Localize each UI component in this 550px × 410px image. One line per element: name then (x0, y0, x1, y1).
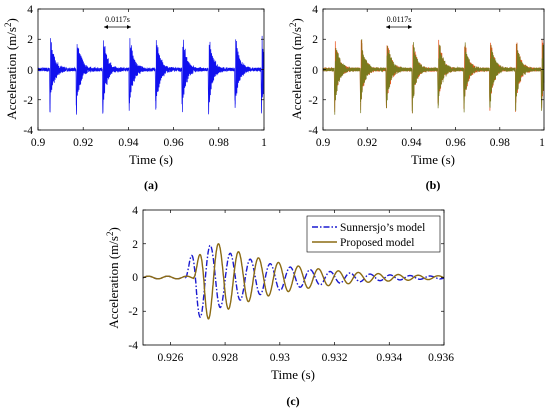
panel-a-xtick-label: 0.94 (118, 137, 138, 149)
panel-b-ytick-labels: 4 2 0 -2 -4 (308, 4, 318, 137)
panel-c-xtick-labels: 0.926 0.928 0.93 0.932 0.934 0.936 (157, 352, 454, 364)
panel-a-y-axis-label: Acceleration (m/s2) (3, 18, 19, 120)
panel-b-xtick-label: 0.96 (446, 137, 466, 149)
panel-a-period-label: 0.0117s (105, 15, 130, 24)
panel-c-xtick-label: 0.934 (376, 352, 402, 364)
legend-sunnersjo-label: Sunnersjo’s model (340, 222, 425, 234)
panel-a-plot (37, 35, 265, 115)
acceleration-series-line (322, 39, 545, 114)
panel-c-ytick-label: -4 (128, 340, 138, 352)
panel-c-xtick-label: 0.928 (212, 352, 238, 364)
panel-a: 4 2 0 -2 -4 0.9 0.92 0.94 0.96 0.98 1 Ti… (3, 4, 267, 192)
panel-c-ticks (143, 209, 445, 346)
panel-a-ytick-label: 2 (27, 34, 33, 46)
acceleration-series-line (37, 35, 265, 115)
panel-b-period-annotation: 0.0117s (386, 15, 412, 29)
panel-c: 4 2 0 -2 -4 0.926 0.928 0.93 0.932 0.934… (105, 205, 454, 408)
panel-b-ytick-label: 4 (312, 4, 318, 16)
panel-b-ytick-label: -4 (308, 125, 318, 137)
series-line-sunnersjo-s-model (142, 244, 445, 318)
panel-a-ytick-label: -2 (23, 95, 33, 107)
panel-a-ytick-label: -4 (23, 125, 33, 137)
panel-c-xtick-label: 0.926 (157, 352, 183, 364)
panel-a-ticks (37, 8, 265, 131)
panel-b-x-axis-label: Time (s) (411, 152, 455, 167)
panel-a-period-annotation: 0.0117s (104, 15, 131, 29)
panel-b-xtick-label: 0.9 (316, 137, 331, 149)
acceleration-series-line (322, 39, 545, 115)
panel-c-legend: Sunnersjo’s model Proposed model (306, 215, 441, 253)
panel-a-xtick-labels: 0.9 0.92 0.94 0.96 0.98 1 (31, 137, 267, 149)
panel-a-x-axis-label: Time (s) (129, 152, 173, 167)
panel-b-ytick-label: 2 (312, 34, 318, 46)
panel-c-xtick-label: 0.93 (270, 352, 290, 364)
panel-b-period-label: 0.0117s (387, 15, 412, 24)
panel-b: 4 2 0 -2 -4 0.9 0.92 0.94 0.96 0.98 1 Ti… (288, 4, 545, 192)
panel-b-label: (b) (426, 178, 441, 192)
panel-b-ytick-label: 0 (312, 65, 318, 77)
panel-b-xtick-label: 0.92 (357, 137, 377, 149)
panel-a-xtick-label: 1 (261, 137, 267, 149)
panel-b-xtick-label: 1 (539, 137, 545, 149)
panel-a-xtick-label: 0.98 (209, 137, 229, 149)
panel-c-ytick-label: 2 (132, 239, 138, 251)
legend-proposed-label: Proposed model (340, 237, 414, 249)
panel-b-xtick-label: 0.94 (401, 137, 421, 149)
panel-a-xtick-label: 0.9 (31, 137, 46, 149)
panel-a-xtick-label: 0.96 (164, 137, 184, 149)
panel-b-plot (322, 39, 545, 115)
panel-b-ytick-label: -2 (308, 95, 318, 107)
panel-a-ytick-labels: 4 2 0 -2 -4 (23, 4, 33, 137)
panel-c-ytick-label: -2 (128, 306, 138, 318)
series-line-proposed-model (142, 243, 445, 320)
panel-b-y-axis-label: Acceleration (m/s2) (288, 18, 304, 120)
legend-box (306, 215, 441, 253)
panel-c-y-axis-label: Acceleration (m/s2) (105, 227, 121, 329)
panel-b-ticks (322, 8, 545, 131)
panel-c-plot (142, 243, 445, 320)
panel-b-xtick-label: 0.98 (490, 137, 510, 149)
panel-a-ytick-label: 0 (27, 65, 33, 77)
panel-c-xtick-label: 0.936 (428, 352, 454, 364)
panel-a-label: (a) (144, 178, 158, 192)
panel-c-label: (c) (286, 394, 299, 408)
panel-c-x-axis-label: Time (s) (271, 367, 315, 382)
panel-b-xtick-labels: 0.9 0.92 0.94 0.96 0.98 1 (316, 137, 545, 149)
panel-c-ytick-label: 0 (132, 272, 138, 284)
panel-a-xtick-label: 0.92 (73, 137, 93, 149)
panel-c-ytick-label: 4 (132, 205, 138, 217)
panel-c-xtick-label: 0.932 (322, 352, 348, 364)
panel-a-ytick-label: 4 (27, 4, 33, 16)
panel-c-ytick-labels: 4 2 0 -2 -4 (128, 205, 138, 352)
